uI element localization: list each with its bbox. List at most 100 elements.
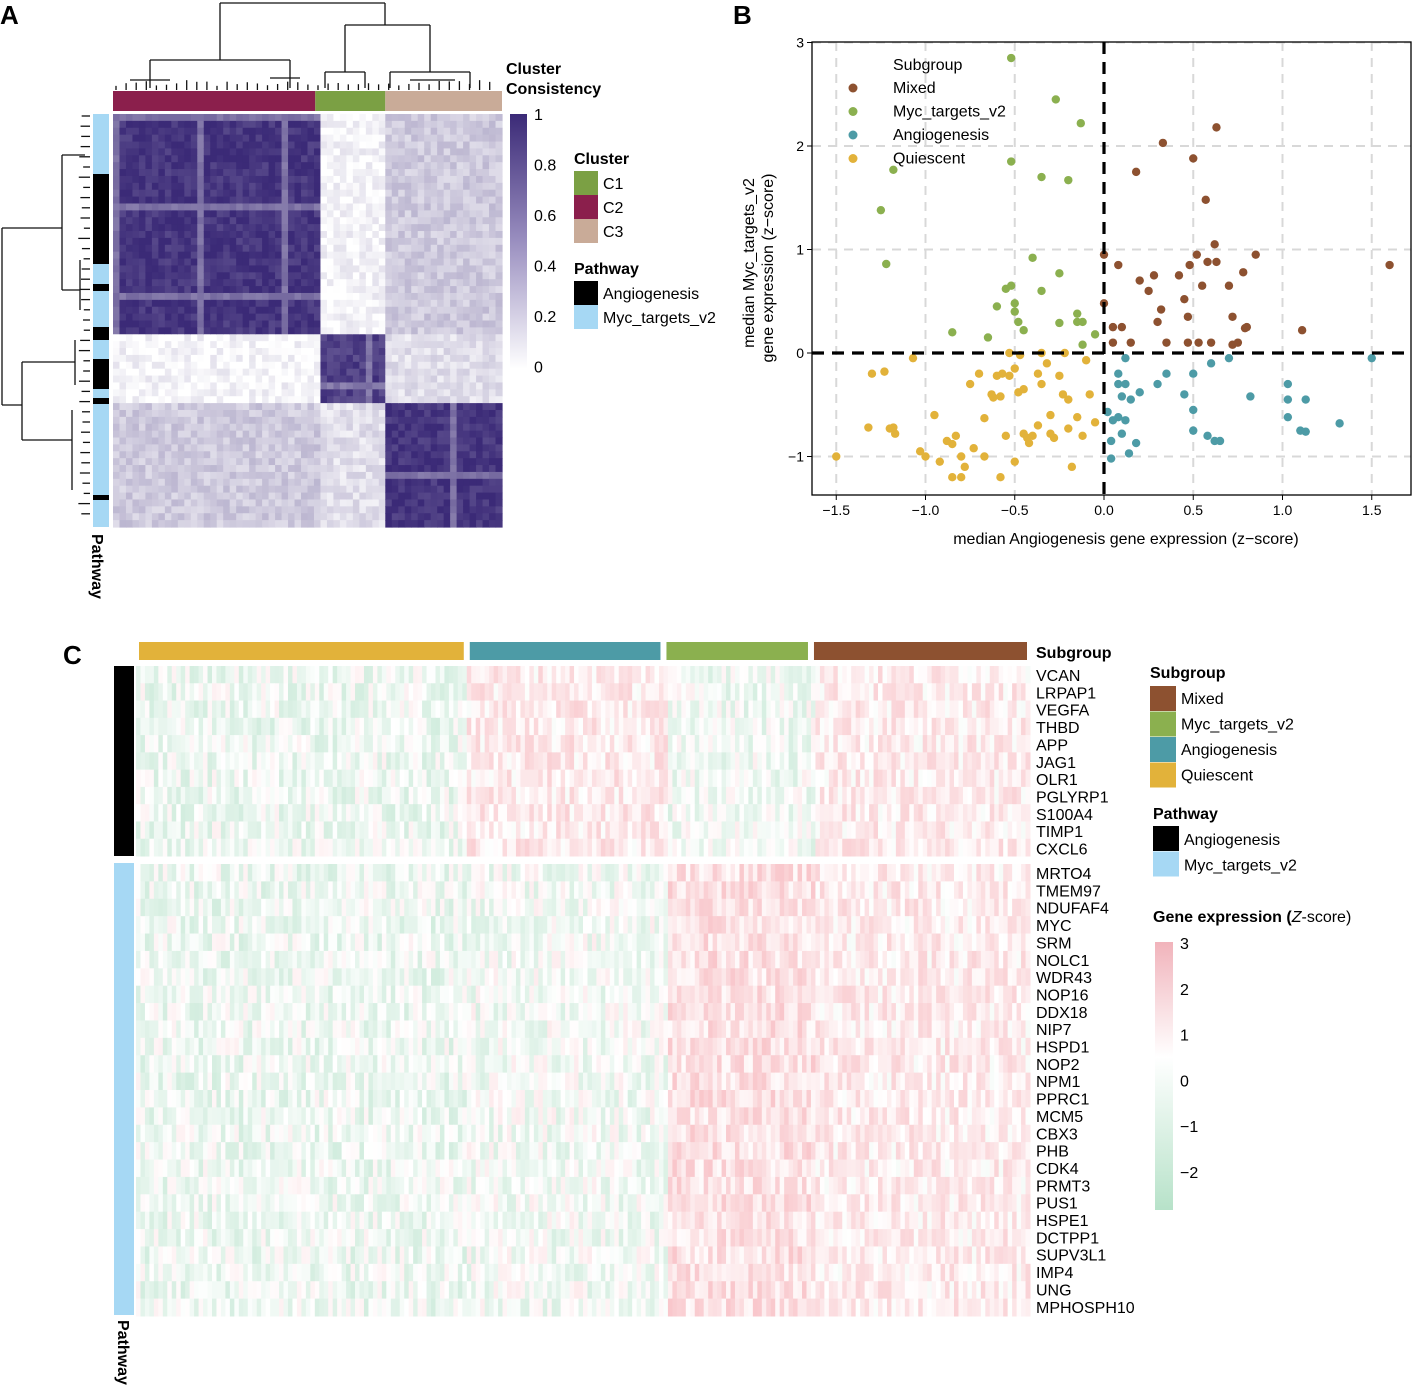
consensus-cell [255,148,263,156]
consensus-cell [203,286,211,294]
consensus-cell [210,279,218,287]
consensus-cell [132,416,140,425]
expression-cell [475,700,481,719]
consensus-cell [372,485,380,494]
consensus-cell [359,265,367,273]
consensus-cell [450,306,458,315]
consensus-cell [313,272,322,280]
consensus-cell [463,169,471,177]
expression-cell [779,735,785,753]
consensus-cell [385,258,393,267]
consensus-cell [210,231,218,239]
consensus-cell [184,251,192,260]
consensus-cell [275,203,283,211]
consensus-cell [203,155,211,163]
consensus-cell [339,444,347,452]
consensus-cell [326,403,335,411]
consensus-cell [398,341,406,349]
point-angiogenesis [1162,369,1171,378]
consensus-cell [385,237,393,246]
consensus-cell [268,114,276,122]
consensus-cell [164,437,172,445]
consensus-cell [216,244,224,253]
consensus-cell [437,224,445,232]
consensus-cell [197,196,205,205]
consensus-cell [391,499,399,507]
expression-cell [824,666,830,684]
consensus-cell [275,175,283,184]
expression-cell [650,683,656,702]
expression-cell [538,666,544,684]
consensus-cell [404,409,412,418]
expression-cell [895,683,901,702]
consensus-cell [430,203,438,211]
consensus-cell [268,327,276,335]
consensus-cell [138,485,147,494]
consensus-cell [164,492,172,501]
consensus-cell [398,465,406,473]
consensus-cell [450,416,458,425]
expression-cell [377,700,383,719]
y-tick-label: −1 [788,449,804,465]
expression-cell [207,683,213,702]
consensus-cell [456,403,464,411]
consensus-cell [203,458,211,466]
consensus-cell [411,258,419,267]
consensus-cell [339,382,347,390]
expression-cell [989,683,995,702]
consensus-cell [236,141,244,150]
consensus-cell [391,251,399,260]
consensus-cell [424,485,432,494]
expression-cell [685,683,691,702]
consensus-cell [443,114,451,122]
cluster-legend-swatch-C1 [574,171,598,195]
consensus-cell [281,396,289,404]
consensus-cell [424,506,432,514]
consensus-cell [378,506,386,514]
consensus-cell [242,299,250,308]
consensus-cell [268,465,276,473]
consensus-cell [151,416,159,425]
expression-cell [703,683,709,702]
consensus-cell [476,251,484,260]
expression-cell [609,735,615,753]
consensus-cell [417,499,425,507]
consensus-cell [132,141,140,150]
consensus-cell [333,361,341,370]
consensus-cell [417,423,425,432]
expression-cell [632,700,638,719]
consensus-cell [177,224,185,232]
consensus-cell [184,313,192,322]
expression-cell [189,735,195,753]
consensus-cell [119,485,127,494]
expression-cell [779,666,785,684]
consensus-cell [385,251,393,260]
expression-cell [757,683,763,702]
consensus-cell [164,320,172,328]
consensus-cell [398,141,406,150]
consensus-cell [145,465,153,473]
consensus-cell [437,203,445,211]
expression-cell [846,666,852,684]
consensus-cell [138,224,147,232]
consensus-cell [210,499,218,507]
consensus-cell [262,485,270,494]
expression-cell [658,735,664,753]
consensus-cell [398,189,406,198]
consensus-cell [450,368,458,377]
consensus-cell [372,182,380,191]
consensus-cell [223,203,231,211]
consensus-cell [339,175,347,184]
consensus-cell [469,423,477,432]
consensus-cell [417,182,425,191]
consensus-cell [125,513,134,521]
consensus-cell [359,320,367,328]
consensus-cell [301,403,309,411]
consensus-cell [404,217,412,225]
expression-cell [453,735,459,753]
consensus-cell [443,403,451,411]
consensus-cell [255,134,263,143]
consensus-cell [281,134,289,143]
consensus-cell [197,320,205,328]
consensus-cell [430,162,438,170]
